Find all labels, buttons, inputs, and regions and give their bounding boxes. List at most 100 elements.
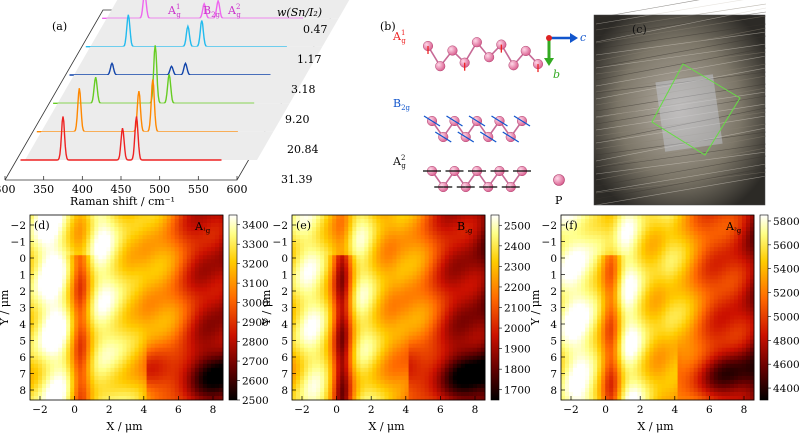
displacement-arrow	[457, 131, 467, 138]
y-tick-label: 6	[19, 352, 26, 364]
y-axis-label: Y / μm	[0, 289, 11, 326]
mode-label: A1 g	[392, 29, 406, 45]
y-tick-label: 4	[281, 319, 288, 331]
y-tick-label: 0	[550, 253, 557, 265]
micrograph-texture	[593, 0, 767, 206]
x-tick-label: 0	[602, 404, 609, 416]
x-tick-label: 600	[227, 183, 248, 196]
displacement-arrow	[442, 136, 452, 143]
phosphorus-atom	[471, 37, 482, 48]
x-tick-label: −2	[563, 404, 578, 416]
displacement-arrow	[468, 115, 478, 122]
colorbar-tick-label: 4400	[773, 383, 800, 395]
x-tick-label: 8	[472, 404, 479, 416]
optical-image-panel: (c)	[593, 0, 767, 206]
colorbar-tick-label: 4600	[773, 359, 800, 371]
colorbar-tick-label: 2900	[242, 317, 269, 329]
y-tick-label: 1	[550, 270, 557, 282]
y-tick-label: −1	[11, 237, 26, 249]
y-tick-label: 8	[550, 385, 557, 397]
panel-label-f: (f)	[565, 219, 578, 232]
x-tick-label: 6	[706, 404, 713, 416]
panel-label-c: (c)	[632, 23, 647, 36]
colorbar-tick-label: 2800	[242, 337, 269, 349]
series-plane	[25, 131, 274, 160]
colorbar-tick-label: 5200	[773, 288, 800, 300]
y-tick-label: 7	[281, 369, 288, 381]
crystal-axes-icon: c b	[544, 31, 586, 81]
series-label: 20.84	[287, 143, 319, 156]
series-plane	[57, 75, 306, 104]
x-tick-label: 500	[149, 183, 170, 196]
colorbar-tick-label: 2000	[504, 323, 531, 335]
colorbar	[490, 214, 500, 401]
y-tick-label: 5	[281, 336, 288, 348]
series-label: 0.47	[303, 23, 328, 36]
phosphorus-atom	[484, 52, 495, 63]
mode-label-ag1: A1 g	[167, 3, 181, 19]
displacement-arrow	[513, 115, 523, 122]
series-plane	[41, 103, 290, 132]
y-tick-label: 6	[550, 352, 557, 364]
series-label: 3.18	[291, 83, 316, 96]
x-axis-label: X / μm	[369, 420, 406, 433]
displacement-arrow	[446, 115, 455, 122]
displacement-arrow	[465, 136, 475, 143]
colorbar-tick-label: 3400	[242, 220, 269, 232]
y-tick-label: 4	[550, 319, 557, 331]
y-tick-label: 2	[550, 286, 557, 298]
y-tick-label: 7	[19, 369, 26, 381]
y-tick-label: 6	[281, 352, 288, 364]
displacement-arrow	[491, 115, 500, 122]
x-tick-label: 0	[333, 404, 340, 416]
y-tick-label: 8	[19, 385, 26, 397]
y-tick-label: −1	[273, 237, 288, 249]
displacement-arrow	[431, 120, 441, 127]
colorbar-tick-label: 2500	[504, 220, 531, 232]
x-tick-label: 0	[71, 404, 78, 416]
phosphorus-atom	[447, 45, 458, 56]
colorbar-tick-label: 1800	[504, 364, 531, 376]
colorbar-tick-label: 1700	[504, 385, 531, 397]
x-tick-label: 2	[637, 404, 644, 416]
axis-b-label: b	[553, 68, 560, 81]
panel-label-e: (e)	[296, 219, 311, 232]
colorbar-tick-label: 5000	[773, 311, 800, 323]
colorbar-tick-label: 3100	[242, 278, 269, 290]
series-plane	[106, 0, 350, 19]
series-label: 9.20	[285, 113, 310, 126]
x-axis-label: X / μm	[638, 420, 675, 433]
y-tick-label: 2	[281, 286, 288, 298]
y-tick-label: 3	[19, 303, 26, 315]
mode-diagrams: A1 g B2g A2 g	[392, 29, 544, 193]
x-axis-label: Raman shift / cm⁻¹	[70, 195, 175, 208]
colorbar-tick-label: 2300	[504, 261, 531, 273]
atom-label: P	[555, 194, 563, 207]
y-tick-label: −2	[542, 220, 557, 232]
x-tick-label: 8	[210, 404, 217, 416]
colorbar-tick-label: 2400	[504, 241, 531, 253]
raman-spectra-panel: (a) 300 350 400 450 500 550 600 Raman shift / …	[0, 0, 350, 208]
y-tick-label: −2	[273, 220, 288, 232]
mode-label: B2g	[393, 97, 411, 112]
series-label: 1.17	[297, 53, 322, 66]
series-label: 31.39	[281, 173, 313, 186]
y-tick-label: 5	[19, 336, 26, 348]
legend-title: w(Sn/I₂)	[277, 6, 322, 19]
spectrum-line	[53, 45, 255, 104]
x-axis-ticks: 300 350 400 450 500 550 600	[0, 176, 248, 196]
colorbar-tick-label: 3300	[242, 239, 269, 251]
colorbar-tick-label: 5800	[773, 216, 800, 228]
displacement-arrow	[499, 120, 508, 127]
displacement-arrow	[476, 120, 486, 127]
series-plane	[90, 18, 339, 47]
x-tick-label: 2	[106, 404, 113, 416]
colorbar-tick-label: 2500	[242, 395, 269, 407]
x-tick-label: 400	[72, 183, 93, 196]
spectrum-line	[20, 116, 222, 161]
phosphorus-atom	[520, 45, 531, 56]
